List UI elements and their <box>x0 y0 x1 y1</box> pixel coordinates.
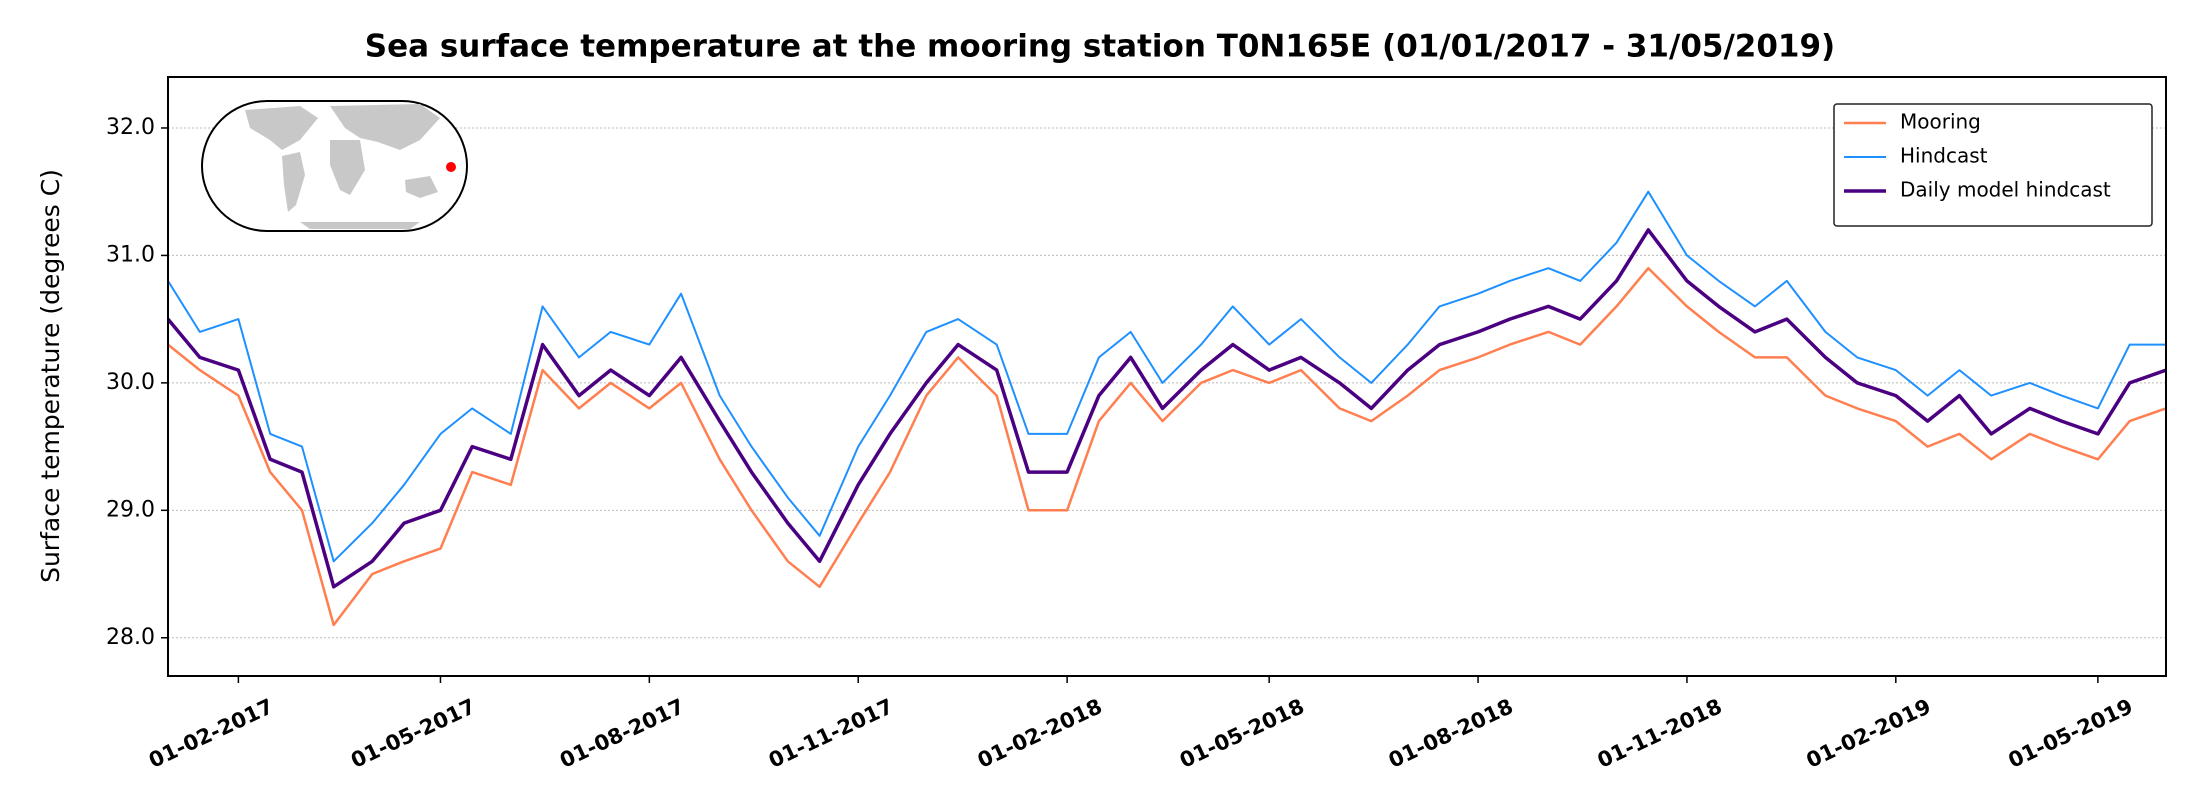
y-axis-label: Surface temperature (degrees C) <box>36 169 65 583</box>
map-land <box>245 106 318 150</box>
y-tick-label: 32.0 <box>106 115 155 140</box>
legend-label: Mooring <box>1900 110 1981 134</box>
legend: Mooring Hindcast Daily model hindcast <box>1833 103 2153 227</box>
y-tick-label: 28.0 <box>106 625 155 650</box>
series-line <box>168 190 2166 563</box>
chart-title: Sea surface temperature at the mooring s… <box>365 29 1835 65</box>
legend-label: Hindcast <box>1900 144 1988 168</box>
map-land <box>405 176 438 198</box>
map-land <box>300 222 420 229</box>
map-land <box>330 104 440 150</box>
y-tick-label: 29.0 <box>106 497 155 522</box>
map-inset <box>201 100 468 232</box>
y-tick-label: 31.0 <box>106 242 155 267</box>
series-line <box>168 228 2166 589</box>
legend-label: Daily model hindcast <box>1900 178 2111 202</box>
map-land <box>282 152 305 212</box>
station-marker <box>446 162 456 172</box>
legend-frame <box>1833 103 2153 227</box>
plot-frame <box>167 76 2167 677</box>
map-land <box>330 140 365 195</box>
y-tick-label: 30.0 <box>106 370 155 395</box>
series-line <box>168 266 2166 627</box>
